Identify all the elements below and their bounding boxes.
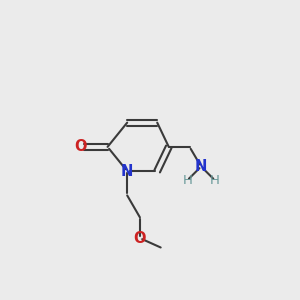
Text: N: N — [121, 164, 134, 178]
Text: N: N — [195, 159, 207, 174]
Text: H: H — [182, 174, 192, 187]
Text: O: O — [134, 231, 146, 246]
Text: O: O — [75, 140, 87, 154]
Text: H: H — [210, 174, 220, 187]
